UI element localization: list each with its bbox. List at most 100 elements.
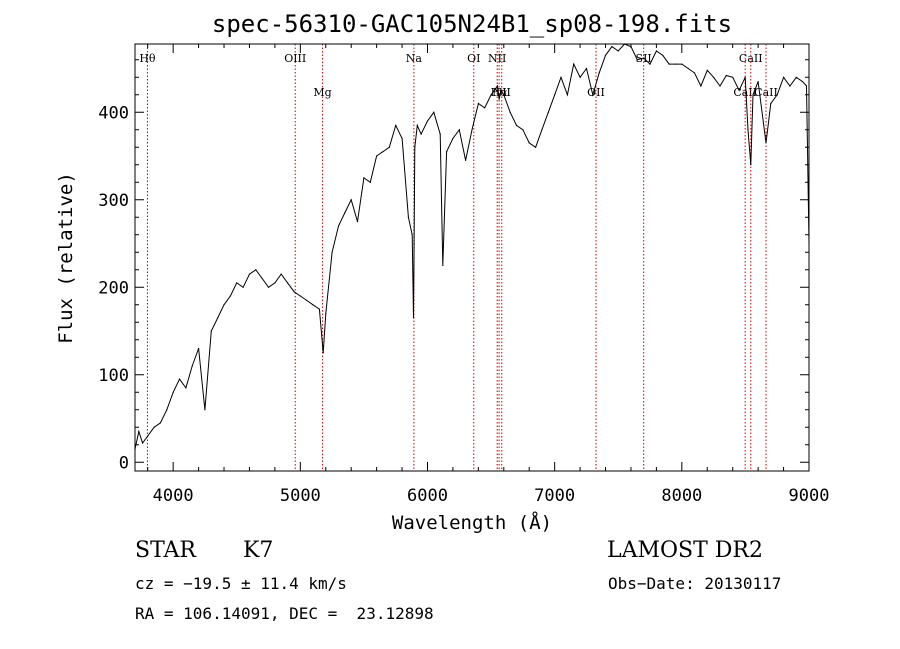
data-point [407, 216, 409, 218]
data-point [229, 295, 231, 297]
data-point [668, 63, 670, 65]
data-point [411, 234, 413, 236]
data-point [306, 299, 308, 301]
plot-frame [134, 43, 810, 472]
data-point [439, 133, 441, 135]
data-point [414, 146, 416, 148]
redshift-info: cz = −19.5 ± 11.4 km/s [135, 574, 347, 593]
data-point [498, 98, 500, 100]
chart-title: spec-56310-GAC105N24B1_sp08-198.fits [212, 10, 732, 38]
data-point [598, 72, 600, 74]
data-point [541, 129, 543, 131]
data-point [458, 129, 460, 131]
x-tick-label: 6000 [407, 486, 448, 506]
data-point [299, 295, 301, 297]
data-point [738, 89, 740, 91]
data-point [706, 69, 708, 71]
y-axis: 0 100 200 300 400 [98, 59, 809, 473]
data-point [293, 291, 295, 293]
object-class: STAR [135, 538, 196, 563]
data-point [700, 85, 702, 87]
data-point [611, 46, 613, 48]
data-point [376, 155, 378, 157]
data-point [217, 317, 219, 319]
data-point [452, 137, 454, 140]
data-point [318, 308, 320, 310]
data-point [765, 142, 767, 144]
obs-date: Obs−Date: 20130117 [608, 574, 782, 593]
data-point [236, 282, 238, 284]
spectral-line-label: Hθ [139, 52, 156, 65]
data-point [484, 107, 486, 109]
data-point [287, 282, 289, 284]
data-point [681, 63, 683, 65]
y-tick-label: 300 [98, 191, 129, 211]
data-point [693, 72, 696, 74]
data-point [503, 94, 505, 96]
data-point [442, 264, 444, 266]
y-axis-label: Flux (relative) [55, 172, 77, 344]
data-point [802, 81, 804, 83]
data-point [496, 85, 498, 87]
y-tick-label: 0 [119, 453, 129, 473]
data-point [369, 181, 371, 183]
data-point [770, 102, 772, 105]
data-point [198, 347, 200, 350]
data-point [401, 137, 403, 140]
data-point [789, 85, 791, 87]
data-point [528, 142, 530, 144]
data-point [166, 409, 168, 411]
spectral-line-label: OII [587, 86, 605, 99]
data-point [744, 76, 746, 78]
data-point [752, 94, 754, 96]
x-tick-label: 7000 [534, 486, 575, 506]
spectrum-line [134, 43, 810, 450]
data-point [142, 442, 144, 444]
spectral-line-label: NII [488, 52, 506, 65]
data-point [395, 124, 397, 126]
y-tick-label: 200 [98, 278, 129, 298]
data-point [191, 365, 193, 367]
data-point [388, 146, 390, 148]
data-point [655, 50, 658, 52]
data-point [604, 54, 607, 57]
x-tick-label: 5000 [280, 486, 321, 506]
data-point [560, 76, 562, 78]
spectral-line-label: Mg [313, 86, 331, 99]
spectrum-series [134, 43, 810, 450]
data-point [805, 85, 808, 87]
data-point [750, 164, 752, 166]
data-point [783, 76, 785, 78]
data-point [337, 225, 340, 227]
data-point [713, 76, 715, 78]
data-point [515, 124, 518, 126]
data-point [210, 330, 212, 332]
data-point [312, 304, 314, 306]
data-point [592, 94, 594, 96]
data-point [420, 133, 422, 135]
data-point [382, 151, 384, 153]
data-point [267, 286, 270, 288]
data-point [325, 312, 327, 315]
spectral-line-label: NII [493, 86, 511, 99]
spectral-line-label: Na [406, 52, 423, 65]
data-point [585, 67, 588, 70]
data-point [747, 129, 749, 131]
data-point [579, 76, 581, 78]
data-point [643, 57, 645, 59]
data-point [490, 94, 492, 96]
x-tick-label: 8000 [661, 486, 702, 506]
spectral-line-label: OIII [284, 52, 306, 65]
data-point [649, 63, 651, 65]
data-point [274, 282, 276, 284]
x-axis: 4000 5000 6000 7000 8000 9000 [147, 44, 830, 506]
data-point [153, 426, 155, 428]
data-point [172, 391, 174, 393]
data-point [662, 54, 664, 57]
x-tick-label: 4000 [153, 486, 194, 506]
y-tick-label: 400 [98, 103, 129, 123]
x-tick-label: 9000 [789, 486, 830, 506]
data-point [322, 352, 324, 354]
